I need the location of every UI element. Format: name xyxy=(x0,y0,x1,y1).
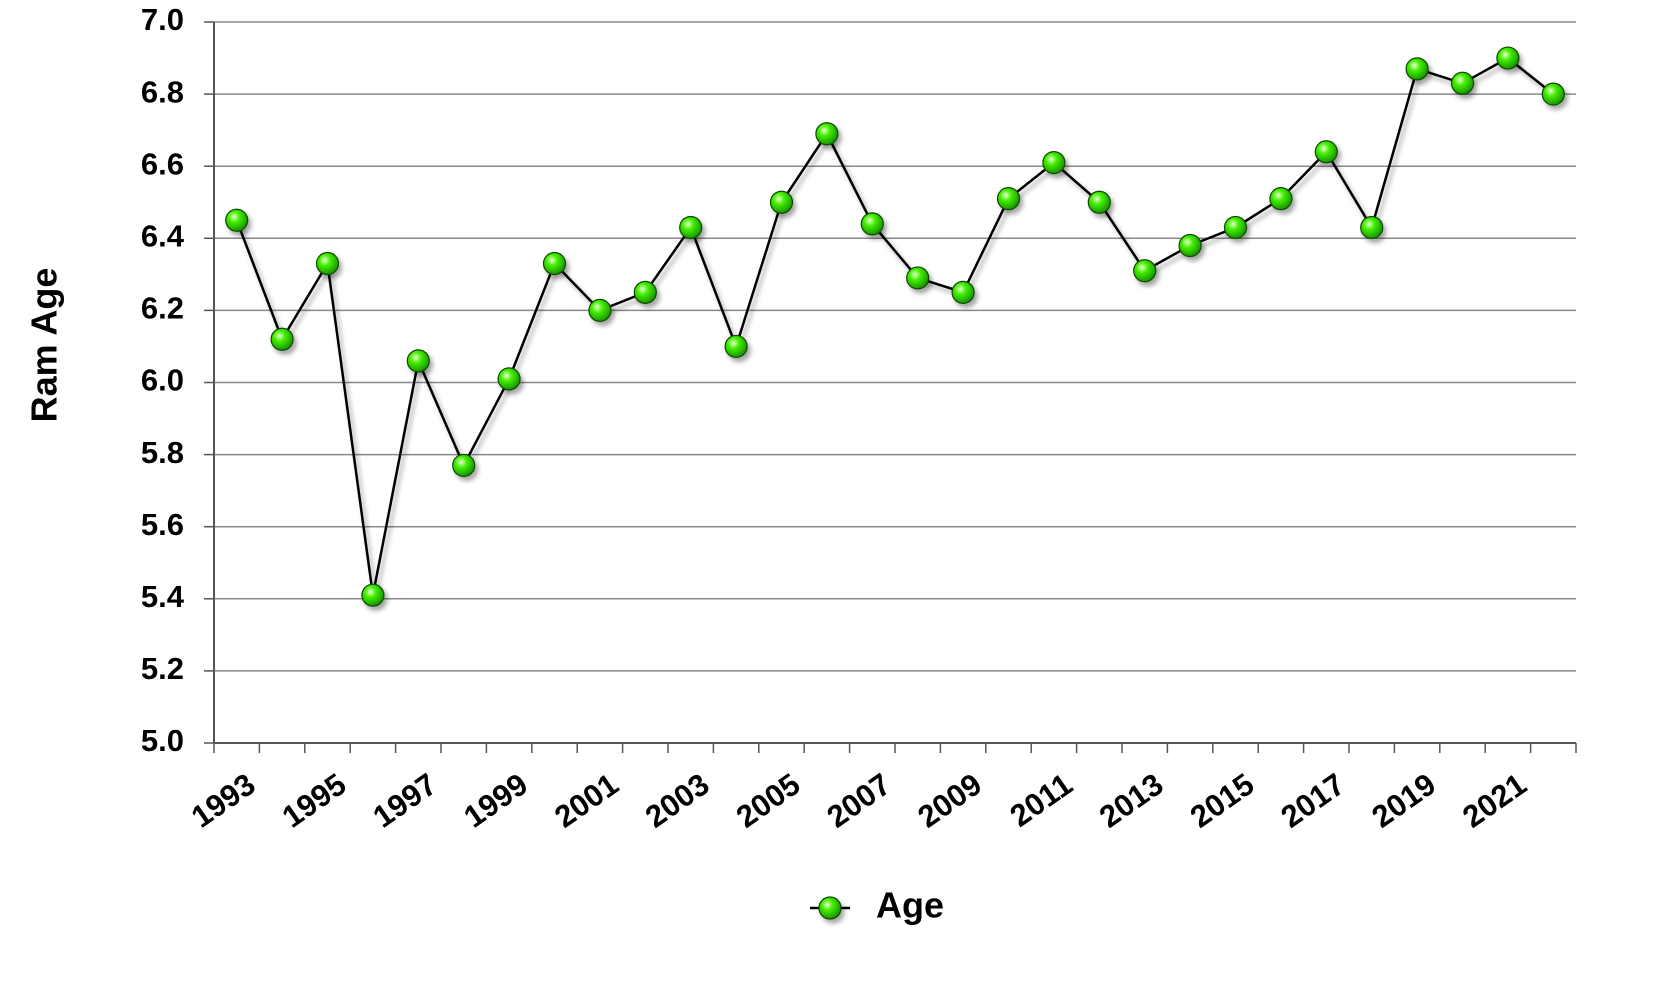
x-tick-label: 2007 xyxy=(821,766,898,834)
marker xyxy=(497,367,521,391)
marker xyxy=(1133,259,1157,283)
x-tick-label: 1997 xyxy=(367,766,444,834)
x-tick-label: 2021 xyxy=(1456,766,1533,834)
marker xyxy=(315,251,340,276)
x-tick-label: 2001 xyxy=(548,766,625,834)
marker xyxy=(542,251,567,276)
legend-marker xyxy=(818,896,842,920)
marker xyxy=(1496,46,1520,70)
x-tick-label: 2017 xyxy=(1275,766,1352,834)
y-tick-label: 6.8 xyxy=(141,74,184,109)
marker xyxy=(996,187,1021,211)
x-tick-label: 1999 xyxy=(457,766,534,834)
x-tick-label: 2005 xyxy=(730,766,807,834)
x-tick-label: 1995 xyxy=(276,766,353,834)
marker xyxy=(815,122,839,146)
y-tick-label: 6.6 xyxy=(141,146,184,181)
marker xyxy=(1269,187,1293,211)
marker xyxy=(724,334,748,359)
marker xyxy=(1405,57,1429,81)
y-tick-label: 5.0 xyxy=(141,723,184,758)
y-tick-label: 5.2 xyxy=(141,651,184,686)
marker xyxy=(452,453,476,478)
x-tick-label: 2015 xyxy=(1184,766,1261,834)
legend-label: Age xyxy=(876,885,944,926)
y-tick-label: 5.8 xyxy=(141,435,184,470)
x-tick-label: 2003 xyxy=(639,766,716,834)
y-tick-label: 6.4 xyxy=(141,218,185,253)
marker xyxy=(406,349,430,373)
marker xyxy=(270,327,294,351)
marker xyxy=(951,280,975,304)
x-tick-label: 2011 xyxy=(1004,766,1079,833)
marker xyxy=(860,212,884,236)
y-axis-label: Ram Age xyxy=(24,268,65,423)
x-tick-label: 2013 xyxy=(1093,766,1170,834)
marker xyxy=(906,266,930,290)
x-tick-label: 1993 xyxy=(185,766,262,834)
y-tick-label: 5.6 xyxy=(141,507,184,542)
x-tick-label: 2009 xyxy=(911,766,988,834)
y-tick-label: 6.0 xyxy=(141,363,184,398)
marker xyxy=(1223,215,1248,240)
x-tick-label: 2019 xyxy=(1365,766,1442,834)
marker xyxy=(633,280,657,304)
marker xyxy=(769,190,794,214)
marker xyxy=(1178,233,1202,258)
marker xyxy=(225,208,249,232)
marker xyxy=(1541,82,1565,106)
marker xyxy=(1450,71,1475,95)
y-tick-label: 5.4 xyxy=(141,579,185,614)
marker xyxy=(1042,150,1066,175)
series-line xyxy=(235,56,1555,596)
marker xyxy=(1087,190,1111,214)
marker xyxy=(1314,140,1338,164)
marker xyxy=(588,298,612,322)
y-tick-label: 6.2 xyxy=(141,291,184,326)
marker xyxy=(1360,215,1384,240)
marker xyxy=(361,583,385,607)
marker xyxy=(679,215,703,240)
y-tick-label: 7.0 xyxy=(141,2,184,37)
